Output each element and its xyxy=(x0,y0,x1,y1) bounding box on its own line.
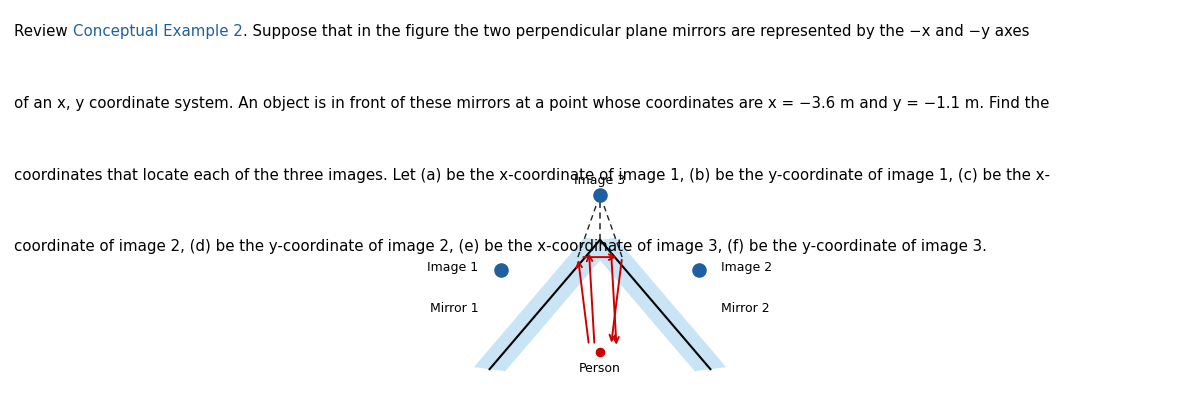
Text: Conceptual Example 2: Conceptual Example 2 xyxy=(73,24,242,39)
Text: Person: Person xyxy=(580,361,620,375)
Point xyxy=(690,267,709,273)
Text: coordinates that locate each of the three images. Let (a) be the x-coordinate of: coordinates that locate each of the thre… xyxy=(14,168,1050,183)
Text: Image 2: Image 2 xyxy=(721,261,773,275)
Text: Review: Review xyxy=(14,24,73,39)
Polygon shape xyxy=(474,238,616,371)
Text: Mirror 2: Mirror 2 xyxy=(721,302,770,315)
Text: Image 3: Image 3 xyxy=(575,174,625,187)
Text: of an x, y coordinate system. An object is in front of these mirrors at a point : of an x, y coordinate system. An object … xyxy=(14,96,1050,111)
Text: Mirror 1: Mirror 1 xyxy=(430,302,479,315)
Polygon shape xyxy=(584,238,726,371)
Point xyxy=(491,267,510,273)
Text: Image 1: Image 1 xyxy=(427,261,479,275)
Point xyxy=(590,192,610,198)
Point xyxy=(590,349,610,355)
Text: . Suppose that in the figure the two perpendicular plane mirrors are represented: . Suppose that in the figure the two per… xyxy=(242,24,1030,39)
Text: coordinate of image 2, (d) be the y-coordinate of image 2, (e) be the x-coordina: coordinate of image 2, (d) be the y-coor… xyxy=(14,239,988,255)
